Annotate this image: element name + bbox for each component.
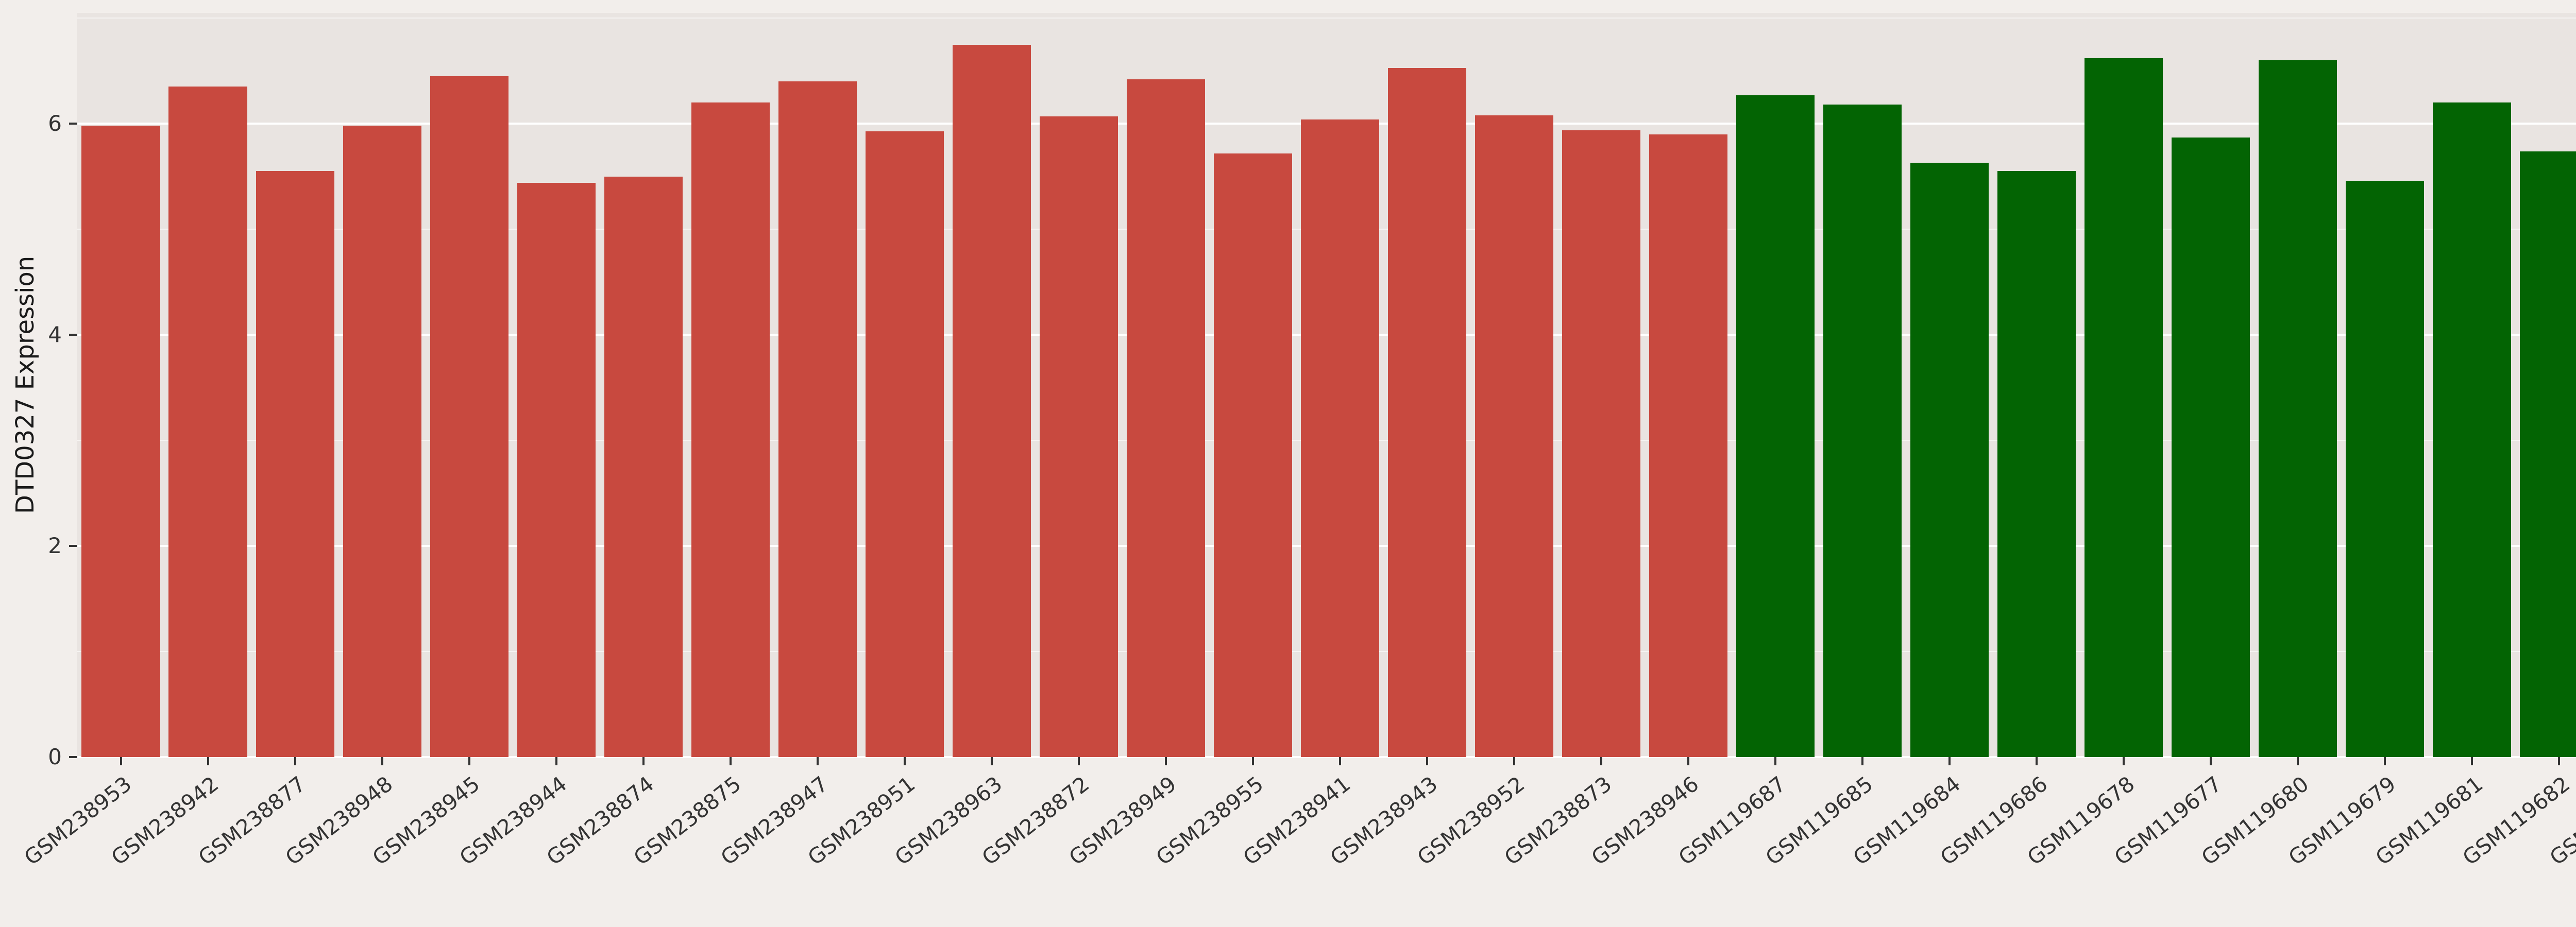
- bar: [1475, 115, 1554, 757]
- x-tick-mark: [642, 757, 645, 765]
- bar: [1039, 116, 1118, 757]
- bar: [865, 131, 944, 757]
- bar: [343, 126, 421, 757]
- x-tick-mark: [1948, 757, 1951, 765]
- x-tick-mark: [903, 757, 906, 765]
- bar: [604, 176, 683, 757]
- x-tick-mark: [1687, 757, 1690, 765]
- bar: [1736, 95, 1815, 757]
- bar: [952, 44, 1031, 757]
- x-tick-mark: [1077, 757, 1080, 765]
- x-tick-mark: [1513, 757, 1516, 765]
- bar: [2172, 137, 2250, 757]
- x-tick-mark: [555, 757, 557, 765]
- bar: [2433, 102, 2512, 757]
- x-tick-mark: [294, 757, 296, 765]
- y-tick-label: 0: [48, 744, 62, 769]
- x-tick-mark: [2036, 757, 2038, 765]
- x-tick-mark: [816, 757, 819, 765]
- x-tick-mark: [1600, 757, 1603, 765]
- y-tick-label: 2: [48, 533, 62, 559]
- bar: [168, 87, 247, 757]
- bar: [1823, 105, 1902, 757]
- bar: [778, 81, 857, 757]
- bar: [1910, 163, 1989, 757]
- bar: [691, 102, 770, 757]
- y-tick-label: 4: [48, 322, 62, 348]
- bar: [1300, 119, 1380, 757]
- bar: [1126, 79, 1205, 757]
- bar: [1997, 171, 2076, 757]
- y-tick-mark: [69, 756, 77, 758]
- x-tick-mark: [120, 757, 122, 765]
- x-tick-mark: [2471, 757, 2473, 765]
- x-tick-mark: [1426, 757, 1428, 765]
- bar: [1562, 130, 1641, 757]
- bar: [256, 171, 334, 757]
- y-tick-label: 6: [48, 111, 62, 136]
- minor-gridline: [77, 18, 2576, 19]
- y-tick-mark: [69, 545, 77, 547]
- bar: [2084, 58, 2163, 757]
- bar: [1387, 67, 1467, 757]
- x-tick-mark: [2384, 757, 2386, 765]
- x-tick-mark: [1164, 757, 1167, 765]
- x-tick-mark: [1251, 757, 1254, 765]
- y-tick-mark: [69, 334, 77, 336]
- bar: [430, 76, 509, 757]
- bar: [1649, 134, 1728, 757]
- x-tick-mark: [1861, 757, 1864, 765]
- plot-panel: 0 2 4 6 GSM238953 GSM238942 GSM238877 GSM238948…: [20, 13, 2576, 870]
- bar: [2346, 180, 2425, 757]
- x-tick-mark: [2123, 757, 2125, 765]
- bar: [81, 126, 160, 757]
- y-axis-title: DTD0327 Expression: [11, 255, 40, 514]
- x-tick-mark: [207, 757, 209, 765]
- x-tick-mark: [1338, 757, 1341, 765]
- y-tick-mark: [69, 123, 77, 125]
- x-tick-mark: [2297, 757, 2299, 765]
- x-tick-mark: [729, 757, 732, 765]
- x-tick-mark: [381, 757, 383, 765]
- bar: [2520, 151, 2576, 757]
- bar: [2259, 60, 2337, 757]
- x-tick-mark: [1774, 757, 1777, 765]
- x-tick-mark: [990, 757, 993, 765]
- x-tick-mark: [2558, 757, 2561, 765]
- bar: [1213, 153, 1292, 757]
- x-tick-mark: [468, 757, 470, 765]
- x-tick-mark: [2210, 757, 2212, 765]
- bar: [517, 183, 596, 757]
- major-gridline: [77, 756, 2576, 758]
